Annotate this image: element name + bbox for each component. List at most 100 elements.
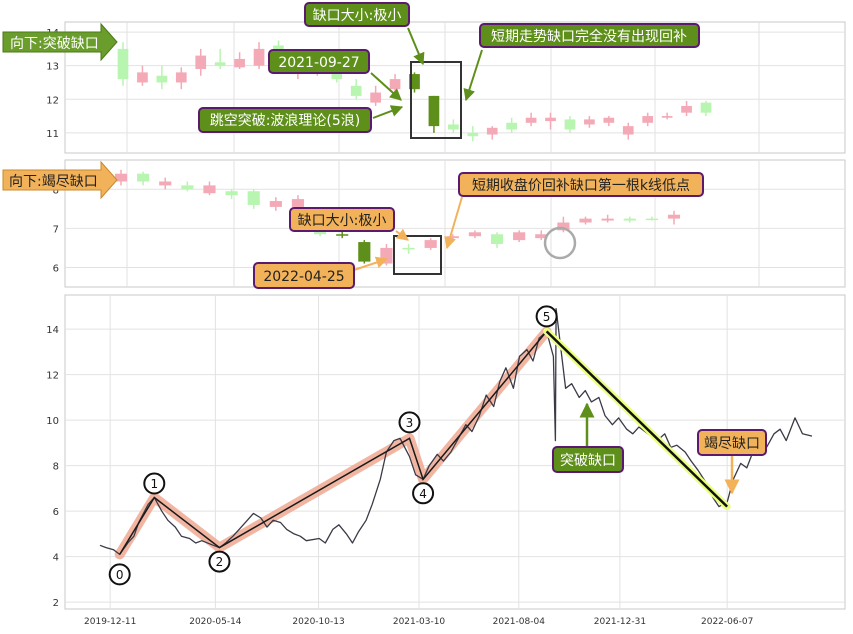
wave-marker-label: 4	[419, 487, 427, 501]
wave-marker-circle	[143, 472, 166, 495]
middle-candle-body	[490, 234, 504, 245]
top-panel-frame	[64, 21, 846, 154]
top-candle-body	[506, 122, 518, 130]
bottom-y-tick-label: 10	[46, 416, 59, 427]
svg-text:2021-09-27: 2021-09-27	[278, 55, 359, 71]
middle-candle-body	[159, 181, 172, 186]
top-candle-body	[700, 102, 712, 113]
top-candle-body	[350, 85, 362, 96]
arrow-gap-size-mid	[395, 228, 409, 241]
label-gap-size-top: 缺口大小:极小	[304, 2, 410, 27]
side-label-breakout-text: 向下:突破缺口	[10, 36, 99, 52]
middle-y-tick-label: 7	[53, 224, 59, 235]
top-candle-body	[428, 95, 440, 127]
top-candle-body	[603, 117, 615, 123]
top-candle-body	[370, 92, 381, 103]
middle-candle-body	[291, 199, 305, 207]
top-candle-body	[525, 117, 537, 123]
middle-candle-body	[468, 232, 482, 237]
wave-marker-circle	[412, 482, 435, 505]
top-panel-grid: 11121314	[46, 22, 845, 153]
middle-candle-body	[557, 222, 570, 231]
label-wave-breakout: 跳空突破:波浪理论(5浪)	[198, 107, 372, 133]
middle-candle-body	[601, 218, 614, 221]
top-candle-body	[642, 116, 654, 123]
top-candle-body	[234, 58, 245, 68]
side-label-breakout: 向下:突破缺口	[2, 22, 118, 62]
top-candle-body	[273, 45, 284, 53]
top-candle-body	[175, 72, 187, 83]
middle-candle-body	[513, 232, 526, 241]
top-candle-body	[622, 126, 634, 135]
arrow-not-filled	[463, 49, 483, 102]
x-tick-label: 2021-08-04	[493, 617, 546, 627]
svg-text:缺口大小:极小: 缺口大小:极小	[298, 213, 387, 229]
svg-text:缺口大小:极小: 缺口大小:极小	[313, 8, 402, 24]
bottom-y-tick-label: 6	[53, 507, 59, 518]
middle-candle-body	[336, 234, 349, 236]
x-tick-label: 2022-06-07	[701, 617, 753, 627]
label-breakout-gap: 突破缺口	[552, 446, 624, 473]
wave-marker-label: 2	[216, 555, 224, 569]
top-candle-body	[253, 48, 265, 66]
bottom-y-tick-label: 4	[53, 553, 59, 564]
wave-marker-label: 0	[116, 568, 124, 582]
wave-marker-circle	[208, 550, 231, 573]
label-date-mid: 2022-04-25	[253, 262, 355, 289]
x-tick-label: 2021-12-31	[594, 617, 646, 627]
trend-line	[545, 330, 729, 508]
gap-fill-circle	[543, 226, 577, 260]
bottom-y-tick-label: 2	[53, 598, 59, 609]
arrow-gap-size-top	[407, 27, 425, 66]
middle-candle-body	[623, 218, 636, 221]
top-candle-body	[409, 74, 420, 90]
top-gap-highlight-box	[410, 61, 462, 139]
svg-text:竭尽缺口: 竭尽缺口	[704, 436, 760, 452]
top-candle-body	[584, 119, 595, 125]
middle-candle-body	[225, 191, 238, 196]
middle-candle-body	[114, 173, 128, 182]
top-y-tick-label: 12	[46, 95, 59, 106]
middle-y-tick-label: 6	[53, 263, 59, 274]
middle-candle-body	[269, 201, 282, 207]
middle-y-tick-label: 8	[53, 185, 59, 196]
side-label-exhaustion: 向下:竭尽缺口	[2, 160, 118, 200]
arrow-date-mid	[353, 256, 389, 271]
middle-candle-body	[424, 240, 437, 248]
top-candle-body	[448, 124, 459, 130]
middle-candle-body	[137, 173, 150, 182]
top-candle-body	[156, 75, 168, 83]
middle-candle-body	[645, 218, 658, 221]
arrow-date-top	[370, 72, 402, 101]
x-tick-label: 2020-10-13	[292, 617, 344, 627]
top-y-tick-label: 13	[46, 62, 59, 73]
middle-candle-body	[446, 236, 459, 239]
wave-marker-label: 3	[406, 416, 414, 430]
top-candle-body	[214, 62, 226, 66]
svg-text:短期收盘价回补缺口第一根k线低点: 短期收盘价回补缺口第一根k线低点	[472, 177, 690, 194]
wave-line	[119, 330, 548, 555]
wave-marker-label: 1	[150, 477, 158, 491]
middle-candle-body	[535, 234, 548, 239]
middle-candle-body	[579, 218, 592, 223]
label-exhaustion-gap: 竭尽缺口	[697, 429, 767, 456]
x-tick-label: 2019-12-11	[84, 617, 136, 627]
svg-text:突破缺口: 突破缺口	[560, 453, 616, 469]
top-candle-body	[545, 117, 556, 122]
middle-gap-highlight-box	[393, 235, 442, 275]
bottom-panel-plot: 0 1 2 3 4 5	[99, 305, 813, 586]
label-gap-fill: 短期收盘价回补缺口第一根k线低点	[458, 172, 704, 197]
arrow-gap-fill	[444, 196, 463, 250]
bottom-y-tick-label: 12	[46, 371, 59, 382]
label-date-top: 2021-09-27	[268, 49, 370, 74]
middle-candle-body	[247, 191, 260, 205]
top-y-tick-label: 11	[46, 129, 59, 140]
middle-candle-body	[402, 247, 415, 250]
top-candle-body	[137, 72, 148, 83]
top-candle-body	[486, 127, 498, 135]
wave-marker-circle	[398, 411, 421, 434]
wave-marker-label: 5	[543, 310, 551, 324]
top-candle-body	[564, 119, 576, 130]
svg-text:短期走势缺口完全没有出现回补: 短期走势缺口完全没有出现回补	[491, 28, 687, 45]
